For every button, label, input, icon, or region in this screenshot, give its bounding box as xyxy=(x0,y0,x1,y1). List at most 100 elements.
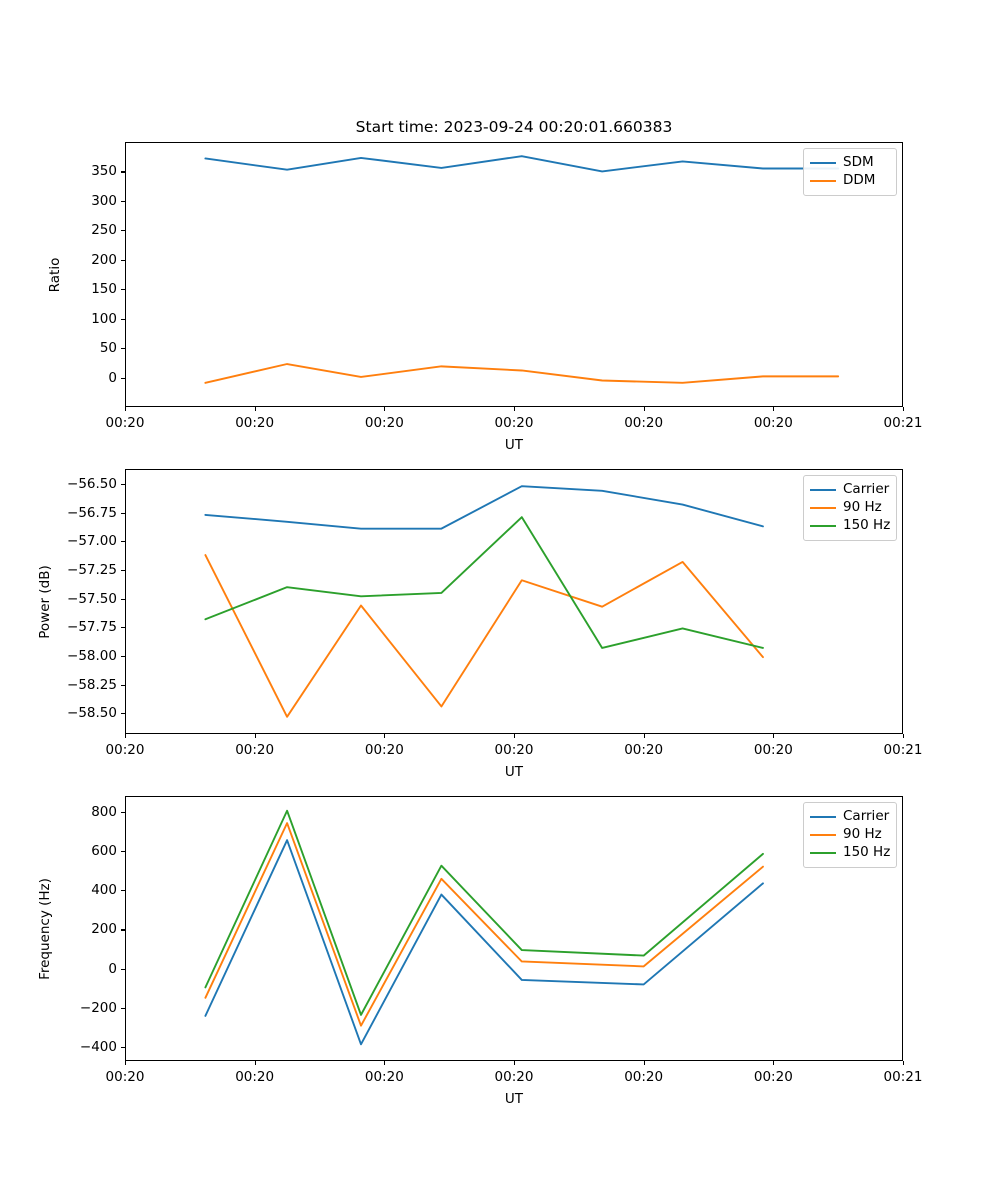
y-tick-label: 350 xyxy=(91,163,117,180)
x-tick-mark xyxy=(903,407,905,411)
series-line-150-hz xyxy=(204,809,764,1016)
x-tick-mark xyxy=(514,407,516,411)
y-tick-label: −56.75 xyxy=(67,504,117,521)
y-tick-mark xyxy=(121,929,125,931)
legend-entry-150-hz[interactable]: 150 Hz xyxy=(810,517,891,535)
legend-color-swatch xyxy=(810,180,836,182)
legend-label: 150 Hz xyxy=(843,517,891,534)
legend-entry-90-hz[interactable]: 90 Hz xyxy=(810,499,889,517)
y-tick-mark xyxy=(121,289,125,291)
legend-1[interactable]: SDM DDM xyxy=(803,148,897,196)
x-tick-label: 00:20 xyxy=(494,1069,534,1085)
x-tick-mark xyxy=(773,734,775,738)
y-tick-label: −58.50 xyxy=(67,705,117,722)
x-axis-label-1: UT xyxy=(504,437,524,453)
y-tick-mark xyxy=(121,1047,125,1049)
x-tick-mark xyxy=(903,734,905,738)
y-tick-mark xyxy=(121,483,125,485)
legend-color-swatch xyxy=(810,525,836,527)
legend-entry-90-hz[interactable]: 90 Hz xyxy=(810,826,889,844)
x-tick-mark xyxy=(254,734,256,738)
y-tick-label: −56.50 xyxy=(67,475,117,492)
series-line-90-hz xyxy=(204,822,764,1027)
series-line-carrier xyxy=(204,485,764,530)
x-tick-label: 00:20 xyxy=(753,415,793,431)
y-tick-mark xyxy=(121,1008,125,1010)
y-tick-mark xyxy=(121,541,125,543)
series-line-sdm xyxy=(204,155,840,173)
y-tick-label: −57.00 xyxy=(67,533,117,550)
x-tick-label: 00:20 xyxy=(235,742,275,758)
x-tick-mark xyxy=(384,734,386,738)
x-tick-label: 00:20 xyxy=(753,1069,793,1085)
x-tick-mark xyxy=(773,1061,775,1065)
x-tick-mark xyxy=(384,1061,386,1065)
y-tick-label: 400 xyxy=(91,882,117,899)
legend-label: DDM xyxy=(843,172,876,189)
y-tick-mark xyxy=(121,348,125,350)
x-tick-label: 00:20 xyxy=(753,742,793,758)
x-tick-label: 00:20 xyxy=(364,415,404,431)
y-tick-label: 300 xyxy=(91,192,117,209)
legend-entry-sdm[interactable]: SDM xyxy=(810,154,889,172)
series-line-carrier xyxy=(204,839,764,1046)
y-tick-label: −57.25 xyxy=(67,561,117,578)
y-tick-mark xyxy=(121,200,125,202)
y-tick-label: 150 xyxy=(91,281,117,298)
x-axis-label-2: UT xyxy=(504,764,524,780)
y-tick-mark xyxy=(121,811,125,813)
legend-3[interactable]: Carrier 90 Hz 150 Hz xyxy=(803,802,897,868)
series-line-90-hz xyxy=(204,554,764,718)
legend-color-swatch xyxy=(810,816,836,818)
y-tick-mark xyxy=(121,377,125,379)
x-tick-mark xyxy=(643,1061,645,1065)
y-tick-mark xyxy=(121,627,125,629)
y-tick-mark xyxy=(121,684,125,686)
y-tick-mark xyxy=(121,259,125,261)
x-tick-mark xyxy=(384,407,386,411)
series-line-150-hz xyxy=(204,516,764,649)
y-tick-label: −58.00 xyxy=(67,647,117,664)
legend-entry-150-hz[interactable]: 150 Hz xyxy=(810,844,890,862)
plot-area-3 xyxy=(125,796,903,1061)
y-tick-label: 250 xyxy=(91,222,117,239)
y-tick-label: 200 xyxy=(91,921,117,938)
legend-label: 90 Hz xyxy=(843,826,882,843)
y-tick-mark xyxy=(121,171,125,173)
legend-color-swatch xyxy=(810,489,836,491)
x-tick-label: 00:20 xyxy=(494,415,534,431)
legend-label: SDM xyxy=(843,154,874,171)
x-tick-mark xyxy=(125,734,127,738)
x-tick-label: 00:20 xyxy=(624,415,664,431)
y-tick-label: −57.50 xyxy=(67,590,117,607)
x-tick-mark xyxy=(643,407,645,411)
plot-area-2 xyxy=(125,469,903,734)
figure-title: Start time: 2023-09-24 00:20:01.660383 xyxy=(355,118,673,136)
legend-color-swatch xyxy=(810,852,836,854)
legend-2[interactable]: Carrier 90 Hz 150 Hz xyxy=(803,475,897,541)
y-tick-label: −58.25 xyxy=(67,676,117,693)
y-tick-mark xyxy=(121,850,125,853)
legend-entry-carrier[interactable]: Carrier xyxy=(810,481,889,499)
legend-entry-ddm[interactable]: DDM xyxy=(810,172,889,190)
x-tick-mark xyxy=(514,734,516,738)
x-tick-label: 00:20 xyxy=(624,742,664,758)
x-tick-mark xyxy=(514,1061,516,1065)
x-tick-label: 00:20 xyxy=(105,415,145,431)
y-tick-label: −400 xyxy=(79,1039,117,1056)
x-tick-label: 00:21 xyxy=(883,742,923,758)
legend-entry-carrier[interactable]: Carrier xyxy=(810,808,889,826)
series-line-ddm xyxy=(204,363,840,384)
y-tick-mark xyxy=(121,569,125,572)
legend-label: Carrier xyxy=(843,481,890,498)
x-tick-label: 00:21 xyxy=(883,1069,923,1085)
y-tick-label: 200 xyxy=(91,251,117,268)
y-tick-label: 50 xyxy=(99,340,117,357)
y-tick-mark xyxy=(121,230,125,232)
y-tick-label: −57.75 xyxy=(67,619,117,636)
